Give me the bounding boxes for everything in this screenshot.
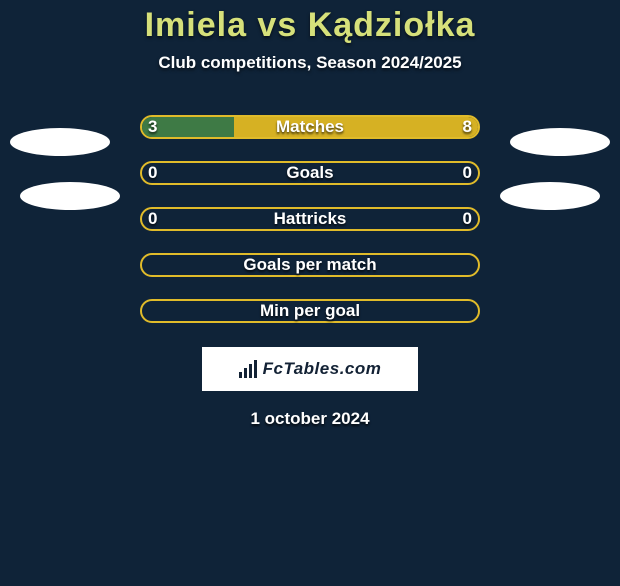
page-title: Imiela vs Kądziołka: [0, 6, 620, 45]
stat-row: Min per goal: [0, 299, 620, 323]
team-oval: [20, 182, 120, 210]
stat-row: 00Goals: [0, 161, 620, 185]
stat-row: 00Hattricks: [0, 207, 620, 231]
stat-label: Min per goal: [140, 299, 480, 323]
stat-label: Goals: [140, 161, 480, 185]
stat-label: Goals per match: [140, 253, 480, 277]
page-subtitle: Club competitions, Season 2024/2025: [0, 53, 620, 73]
logo-text: FcTables.com: [263, 359, 382, 379]
site-logo: FcTables.com: [202, 347, 418, 391]
team-oval: [500, 182, 600, 210]
chart-bars-icon: [239, 360, 257, 378]
date-label: 1 october 2024: [0, 409, 620, 429]
stat-row: Goals per match: [0, 253, 620, 277]
stat-row: 38Matches: [0, 115, 620, 139]
stat-label: Matches: [140, 115, 480, 139]
stat-label: Hattricks: [140, 207, 480, 231]
